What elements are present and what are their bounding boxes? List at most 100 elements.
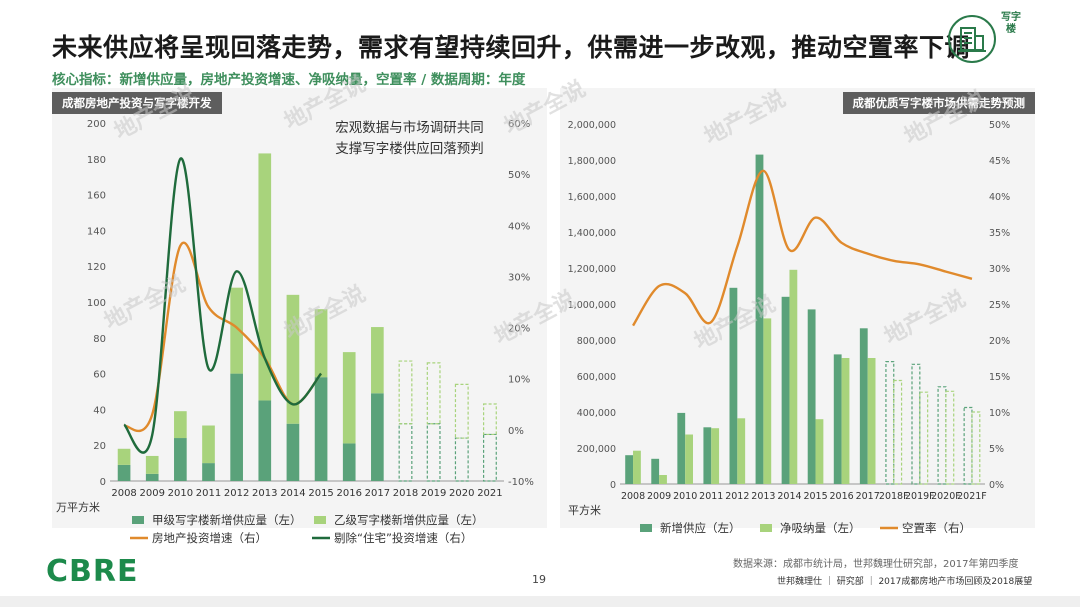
series-line [632, 169, 973, 327]
bar-b [482, 403, 497, 436]
x-tick-label: 2016 [336, 488, 361, 499]
bar-b [893, 379, 903, 485]
x-tick-label: 2019F [905, 491, 935, 502]
y2-tick-label: 0% [989, 480, 1004, 491]
data-source: 数据来源：成都市统计局，世邦魏理仕研究部，2017年第四季度 [733, 559, 1019, 570]
y-tick-label: 2,000,000 [568, 120, 616, 131]
y-axis-unit: 平方米 [568, 503, 601, 517]
bar-a [426, 423, 441, 482]
bar-a [454, 437, 469, 482]
x-tick-label: 2014 [777, 491, 801, 502]
x-tick-label: 2009 [647, 491, 671, 502]
bar-b [763, 318, 772, 484]
y2-tick-label: 10% [508, 375, 530, 386]
bar-a [703, 427, 712, 484]
y2-tick-label: 50% [508, 170, 530, 181]
legend-label: 乙级写字楼新增供应量（左） [334, 513, 484, 527]
x-tick-label: 2013 [252, 488, 277, 499]
bar-b [258, 153, 272, 401]
y-tick-label: 0 [100, 477, 106, 488]
y-tick-label: 180 [87, 155, 106, 166]
bar-a [781, 296, 790, 484]
bar-b [286, 294, 300, 424]
bar-a [729, 287, 738, 484]
x-tick-label: 2018F [879, 491, 909, 502]
bar-b [841, 358, 850, 484]
y2-tick-label: 60% [508, 119, 530, 130]
y2-tick-label: 10% [989, 408, 1010, 419]
x-tick-label: 2020 [449, 488, 474, 499]
bar-a [314, 377, 328, 481]
y2-tick-label: 40% [989, 192, 1010, 203]
y2-tick-label: 45% [989, 156, 1010, 167]
x-tick-label: 2021F [957, 491, 987, 502]
y-tick-label: 1,800,000 [568, 156, 616, 167]
x-tick-label: 2012 [725, 491, 749, 502]
bar-a [230, 373, 243, 481]
bar-b [971, 411, 981, 485]
y2-tick-label: 15% [989, 372, 1010, 383]
bar-b [426, 362, 441, 425]
bar-a [963, 406, 973, 485]
page-title: 未来供应将呈现回落走势，需求有望持续回升，供需进一步改观，推动空置率下调 [52, 33, 971, 62]
annotation-line-1: 宏观数据与市场调研共同 [335, 120, 484, 136]
legend-label: 甲级写字楼新增供应量（左） [152, 513, 302, 527]
bar-a [398, 423, 413, 482]
y2-tick-label: 30% [508, 272, 530, 283]
y-tick-label: 140 [87, 226, 106, 237]
bar-a [755, 154, 764, 484]
bar-b [202, 425, 215, 464]
x-tick-label: 2009 [139, 488, 164, 499]
chart-annotation: 宏观数据与市场调研共同 支撑写字楼供应回落预判 [322, 118, 497, 160]
y-tick-label: 100 [87, 298, 106, 309]
bar-a [651, 458, 660, 484]
bar-b [371, 327, 384, 394]
bar-a [342, 443, 356, 481]
bar-b [633, 450, 641, 484]
legend-label: 净吸纳量（左） [780, 521, 861, 535]
y-tick-label: 60 [93, 370, 106, 381]
bar-b [685, 434, 693, 484]
bar-b [398, 360, 413, 425]
x-tick-label: 2017 [856, 491, 880, 502]
y-tick-label: 120 [87, 262, 106, 273]
page-number: 19 [532, 573, 546, 586]
annotation-line-2: 支撑写字楼供应回落预判 [335, 141, 484, 157]
y-axis-unit: 万平方米 [56, 500, 100, 514]
bar-b [789, 269, 798, 484]
y-tick-label: 800,000 [577, 336, 616, 347]
bar-a [258, 400, 272, 481]
bar-b [454, 383, 469, 439]
left-chart-panel [52, 88, 547, 528]
footer-report-title: 世邦魏理仕 ｜ 研究部 ｜ 2017成都房地产市场回顾及2018展望 [777, 577, 1033, 587]
bar-b [737, 418, 746, 484]
bar-a [833, 354, 842, 484]
bar-a [202, 463, 215, 481]
y-tick-label: 400,000 [577, 408, 616, 419]
y2-tick-label: 40% [508, 221, 530, 232]
y2-tick-label: 5% [989, 444, 1004, 455]
bar-a [677, 412, 686, 484]
bar-a [371, 393, 384, 481]
x-tick-label: 2015 [803, 491, 827, 502]
bar-a [911, 363, 921, 485]
x-tick-label: 2019 [421, 488, 446, 499]
y-tick-label: 600,000 [577, 372, 616, 383]
y2-tick-label: 20% [508, 324, 530, 335]
x-tick-label: 2011 [196, 488, 221, 499]
page-subtitle: 核心指标：新增供应量，房地产投资增速、净吸纳量，空置率 / 数据周期：年度 [52, 72, 526, 88]
bar-a [117, 464, 131, 481]
bottom-bar [0, 596, 1080, 607]
bar-b [342, 352, 356, 444]
legend-label: 剔除“住宅”投资增速（右） [334, 531, 472, 545]
x-tick-label: 2010 [168, 488, 193, 499]
y-tick-label: 20 [93, 441, 106, 452]
y-tick-label: 160 [87, 191, 106, 202]
y-tick-label: 1,200,000 [568, 264, 616, 275]
y-tick-label: 200 [87, 119, 106, 130]
y2-tick-label: -10% [508, 477, 534, 488]
y-tick-label: 1,600,000 [568, 192, 616, 203]
bar-a [286, 423, 300, 481]
legend-label: 新增供应（左） [660, 521, 741, 535]
bar-b [867, 358, 876, 484]
